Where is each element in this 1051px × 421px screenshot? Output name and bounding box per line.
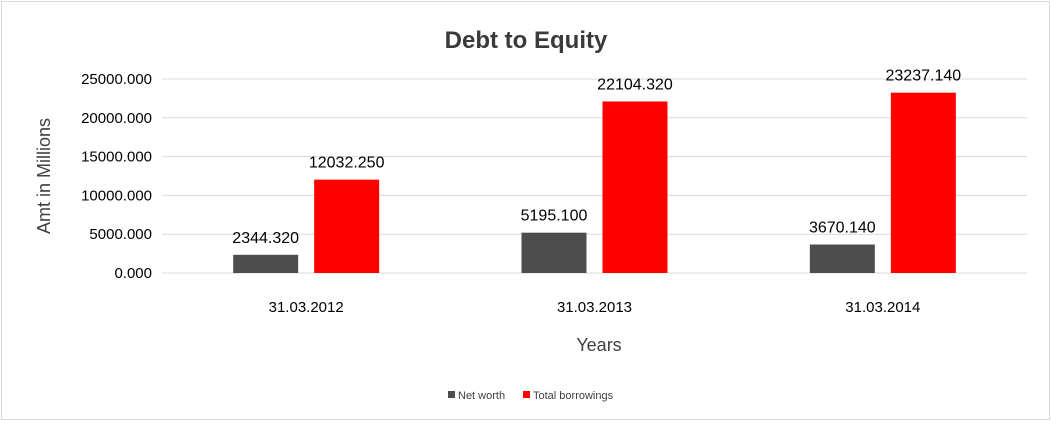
legend: Net worth Total borrowings [448, 390, 614, 402]
legend-label: Total borrowings [533, 390, 614, 402]
data-label: 12032.250 [309, 155, 385, 172]
data-label: 23237.140 [886, 68, 962, 85]
data-label: 2344.320 [232, 230, 299, 247]
chart-title: Debt to Equity [445, 27, 608, 54]
bar-total-borrowings [602, 101, 668, 273]
x-tick-label: 31.03.2012 [269, 299, 344, 316]
y-tick-label: 15000.000 [81, 149, 152, 166]
x-tick-label: 31.03.2014 [845, 299, 920, 316]
bar-total-borrowings [890, 92, 956, 273]
y-axis-ticks: 0.000 5000.000 10000.000 15000.000 20000.000… [81, 71, 152, 282]
bar-total-borrowings [314, 179, 380, 273]
x-tick-label: 31.03.2013 [557, 299, 632, 316]
bar-net-worth [521, 232, 587, 273]
data-labels: 2344.320 12032.250 5195.100 22104.320 3670.1… [232, 68, 961, 247]
y-tick-label: 5000.000 [89, 226, 152, 243]
y-tick-label: 0.000 [114, 265, 152, 282]
y-tick-label: 10000.000 [81, 187, 152, 204]
data-label: 3670.140 [809, 220, 876, 237]
data-label: 22104.320 [597, 76, 673, 93]
data-label: 5195.100 [521, 208, 588, 225]
legend-label: Net worth [458, 390, 505, 402]
y-axis-title: Amt in Millions [34, 118, 54, 234]
y-tick-label: 25000.000 [81, 71, 152, 88]
bar-net-worth [809, 244, 875, 273]
legend-swatch [523, 391, 530, 398]
legend-swatch [448, 391, 455, 398]
x-axis-ticks: 31.03.2012 31.03.2013 31.03.2014 [269, 299, 921, 316]
gridlines [162, 78, 1027, 274]
bar-net-worth [233, 254, 299, 273]
y-tick-label: 20000.000 [81, 110, 152, 127]
x-axis-title: Years [576, 335, 621, 355]
bars [233, 92, 956, 273]
